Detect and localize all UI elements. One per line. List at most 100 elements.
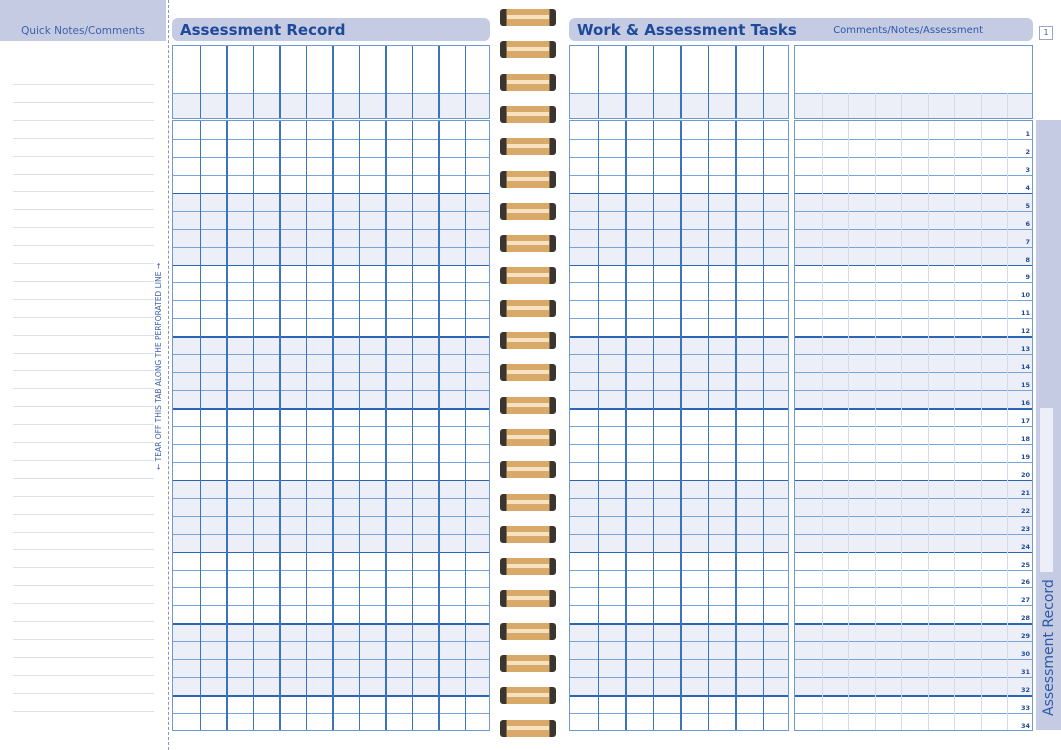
note-line[interactable] [13,406,154,408]
column-line [980,93,982,118]
row-line [173,605,489,607]
assessment-grid[interactable] [172,120,490,731]
note-line[interactable] [13,442,154,443]
row-line [173,515,489,517]
row-line [795,605,1032,607]
note-line[interactable] [13,316,154,318]
row-line [795,282,1032,284]
note-line[interactable] [13,710,154,712]
row-line [795,354,1032,356]
note-line[interactable] [13,388,154,390]
row-line [570,497,788,499]
note-line[interactable] [13,513,154,515]
column-line [199,46,201,118]
row-number: 22 [1020,506,1030,515]
spiral-coil [500,73,556,91]
header-box[interactable] [172,45,490,119]
note-line[interactable] [13,459,154,461]
note-line[interactable] [13,549,154,551]
column-line [385,121,387,730]
note-line[interactable] [13,585,154,587]
note-line[interactable] [13,495,154,497]
column-line [848,93,850,118]
row-number: 16 [1020,399,1030,408]
note-line[interactable] [13,227,154,229]
spiral-coil [500,590,556,608]
note-line[interactable] [13,101,154,103]
note-line[interactable] [13,245,154,247]
row-line [570,246,788,248]
column-line [762,46,764,118]
row-number: 31 [1020,668,1030,677]
row-line [570,443,788,445]
note-line[interactable] [13,477,154,479]
note-line[interactable] [13,173,154,175]
note-line[interactable] [13,656,154,658]
note-line[interactable] [13,531,154,533]
row-line [173,174,489,176]
note-line[interactable] [13,638,154,640]
note-line[interactable] [13,424,154,426]
spiral-coil [500,299,556,317]
note-line[interactable] [13,692,154,694]
note-line[interactable] [13,674,154,676]
row-number: 2 [1025,147,1030,156]
column-line [901,121,903,730]
note-line[interactable] [13,603,154,605]
row-number: 10 [1020,291,1030,300]
row-line [795,156,1032,158]
row-number: 1 [1025,129,1030,138]
spiral-coil [500,364,556,382]
column-line [707,46,709,118]
row-number: 24 [1020,542,1030,551]
column-line [597,46,599,118]
row-line [570,515,788,517]
column-line [411,46,413,118]
note-line[interactable] [13,621,154,622]
row-line [795,174,1032,176]
row-line [570,228,788,230]
note-line[interactable] [13,567,154,569]
row-line [795,390,1032,392]
row-line [570,192,788,195]
note-line[interactable] [13,155,154,157]
note-line[interactable] [13,137,154,139]
row-number: 30 [1020,650,1030,659]
spiral-coil [500,493,556,511]
note-line[interactable] [13,352,154,354]
note-line[interactable] [13,119,154,121]
column-line [199,121,201,730]
column-line [279,46,281,118]
note-line[interactable] [13,263,154,264]
spiral-coil [500,170,556,188]
note-line[interactable] [13,84,154,85]
tear-off-instruction: ← TEAR OFF THIS TAB ALONG THE PERFORATED… [154,263,163,470]
column-line [385,46,387,118]
row-line [795,443,1032,445]
column-line [358,46,360,118]
note-line[interactable] [13,298,154,300]
row-group-shade [570,336,788,409]
note-line[interactable] [13,280,154,282]
assessment-grid[interactable] [569,120,789,731]
row-number: 25 [1020,560,1030,569]
assessment-grid[interactable]: 1 2 3 4 5 6 7 8 9 10 11 12 13 14 15 16 17 18 19 20 21 22 23 24 2… [794,120,1033,731]
column-line [226,46,228,118]
column-line [735,121,737,730]
spiral-coil [500,428,556,446]
header-box[interactable] [569,45,789,119]
column-line [625,46,627,118]
row-number: 34 [1020,722,1030,730]
quick-notes-header: Quick Notes/Comments [0,0,166,41]
row-line [795,713,1032,715]
note-line[interactable] [13,209,154,211]
row-line [173,497,489,499]
note-line[interactable] [13,191,154,193]
note-line[interactable] [13,334,154,336]
row-line [570,426,788,427]
row-number: 20 [1020,470,1030,479]
row-number: 8 [1025,255,1030,264]
header-box[interactable] [794,45,1033,119]
row-line [795,138,1032,140]
note-line[interactable] [13,370,154,372]
